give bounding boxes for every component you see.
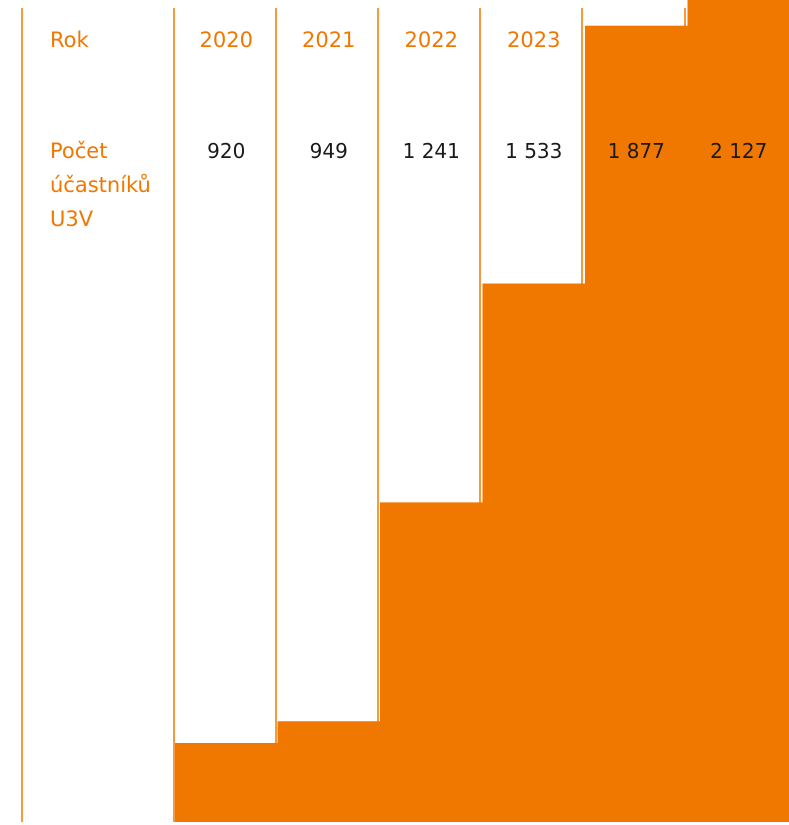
year-label-2022: 2022	[405, 28, 458, 52]
year-label-2025: 2025	[712, 28, 765, 52]
value-label-2020: 920	[207, 139, 245, 163]
bar-2024	[585, 25, 688, 823]
header-participants-line-1: Počet	[50, 139, 107, 163]
value-labels: 920 949 1 241 1 533 1 877 2 127	[207, 139, 767, 163]
bar-2023	[482, 283, 585, 823]
bar-2020	[175, 742, 278, 822]
value-label-2021: 949	[310, 139, 348, 163]
value-label-2024: 1 877	[608, 139, 665, 163]
bar-2022	[380, 502, 483, 822]
year-label-2021: 2021	[302, 28, 355, 52]
year-label-2020: 2020	[200, 28, 253, 52]
header-participants-line-3: U3V	[50, 207, 94, 231]
bars-group	[175, 0, 789, 823]
year-label-2024: 2024	[610, 28, 663, 52]
year-labels: 2020 2021 2022 2023 2024 2025	[200, 28, 766, 52]
bar-2021	[277, 721, 380, 822]
year-label-2023: 2023	[507, 28, 560, 52]
bar-2025	[687, 0, 789, 823]
header-rok: Rok	[50, 28, 89, 52]
value-label-2023: 1 533	[505, 139, 562, 163]
column-lines-group	[21, 8, 686, 822]
value-label-2022: 1 241	[403, 139, 460, 163]
header-participants-line-2: účastníků	[50, 173, 151, 197]
value-label-2025: 2 127	[710, 139, 767, 163]
header-participants: Počet účastníků U3V	[50, 139, 151, 231]
